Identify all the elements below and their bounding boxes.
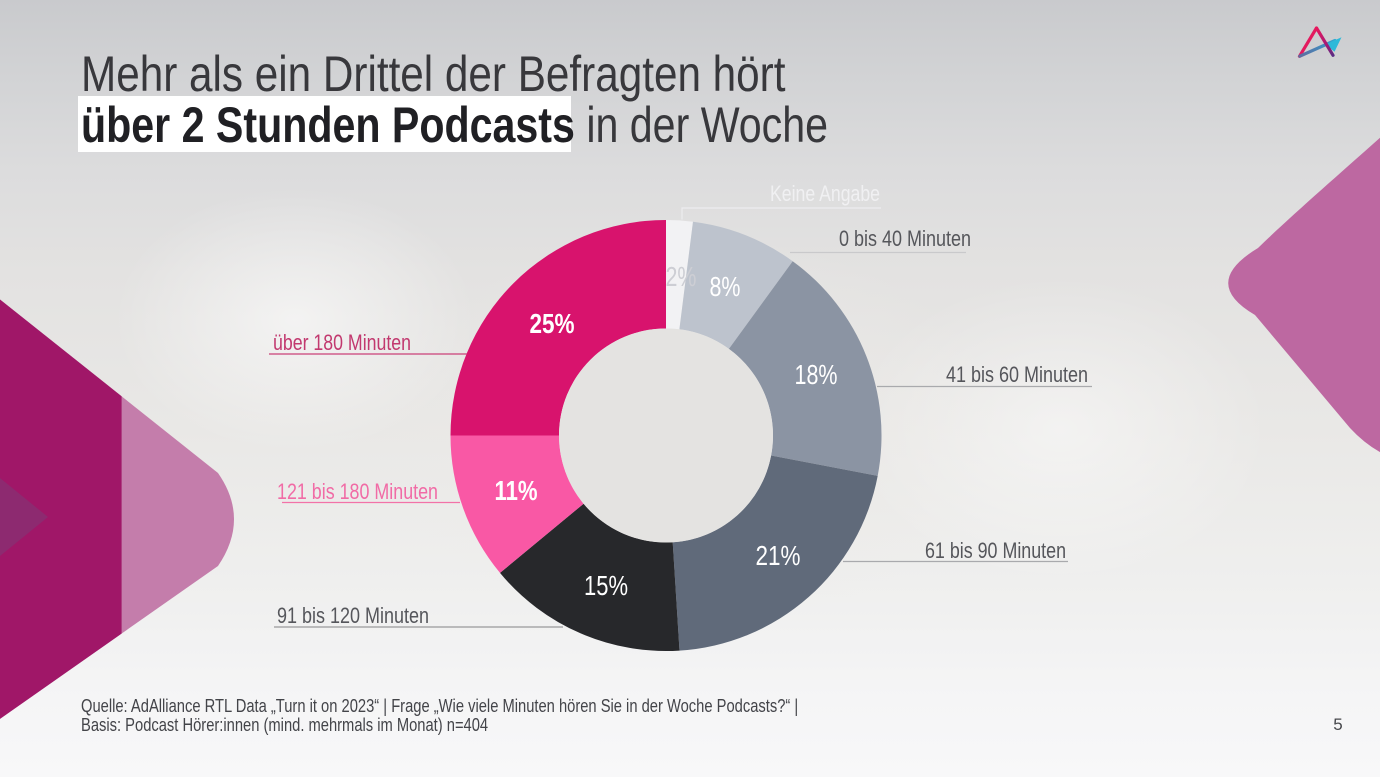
svg-text:8%: 8% <box>710 271 741 302</box>
svg-text:0 bis 40 Minuten: 0 bis 40 Minuten <box>839 226 971 251</box>
svg-text:2%: 2% <box>666 261 697 292</box>
svg-text:61 bis 90 Minuten: 61 bis 90 Minuten <box>925 538 1066 563</box>
svg-text:über 180 Minuten: über 180 Minuten <box>273 330 411 355</box>
svg-text:15%: 15% <box>584 570 628 601</box>
svg-text:Keine Angabe: Keine Angabe <box>770 181 880 206</box>
svg-text:121 bis 180 Minuten: 121 bis 180 Minuten <box>277 479 438 504</box>
svg-text:18%: 18% <box>795 359 838 390</box>
svg-text:41 bis 60 Minuten: 41 bis 60 Minuten <box>946 362 1088 387</box>
svg-text:11%: 11% <box>495 475 538 506</box>
svg-text:25%: 25% <box>530 308 575 339</box>
svg-text:21%: 21% <box>756 540 801 571</box>
svg-text:91 bis 120 Minuten: 91 bis 120 Minuten <box>277 603 429 628</box>
